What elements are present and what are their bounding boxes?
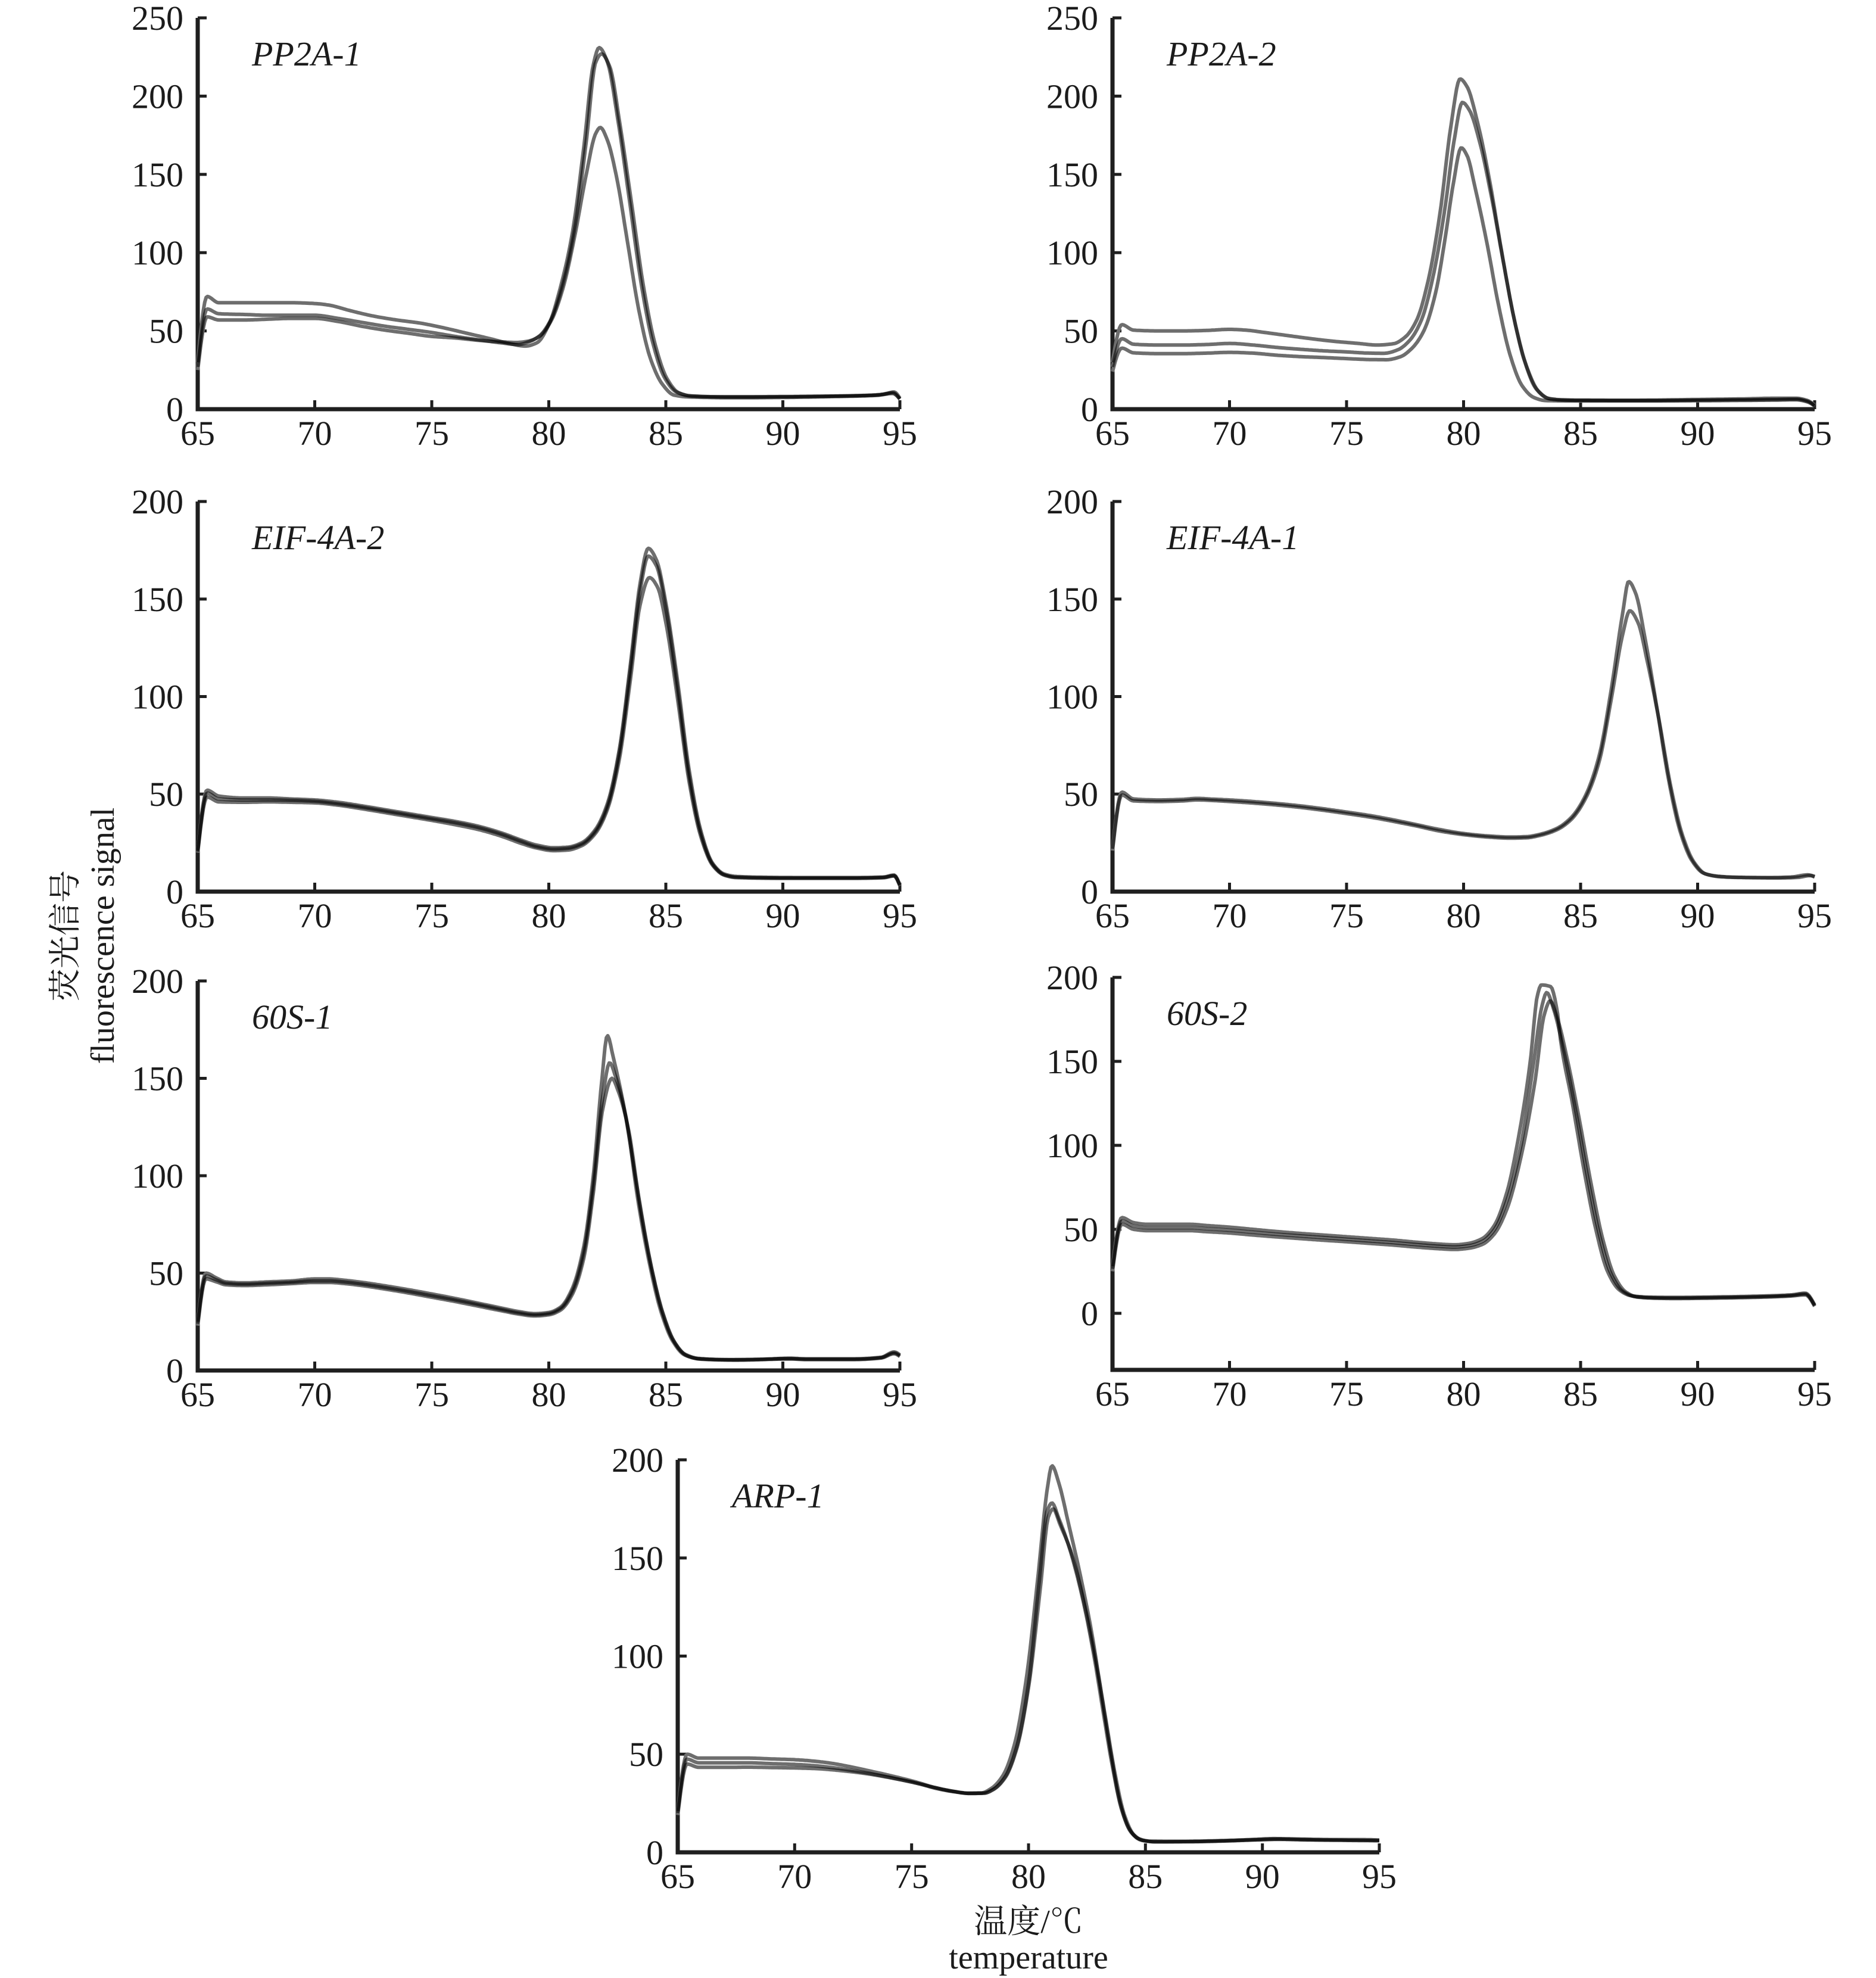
svg-text:200: 200 <box>1046 482 1098 521</box>
svg-text:95: 95 <box>1797 896 1832 935</box>
svg-text:0: 0 <box>166 390 183 429</box>
svg-text:60S-2: 60S-2 <box>1167 994 1247 1033</box>
svg-text:200: 200 <box>132 77 183 116</box>
svg-text:80: 80 <box>532 414 566 453</box>
svg-text:50: 50 <box>149 1254 183 1293</box>
svg-text:90: 90 <box>1681 1375 1715 1413</box>
svg-text:80: 80 <box>532 1375 566 1414</box>
svg-text:95: 95 <box>883 896 917 935</box>
svg-text:75: 75 <box>1329 414 1364 453</box>
svg-text:75: 75 <box>1329 1375 1364 1413</box>
svg-text:65: 65 <box>1095 1375 1130 1413</box>
svg-text:70: 70 <box>298 896 332 935</box>
svg-text:70: 70 <box>1213 1375 1247 1413</box>
svg-text:0: 0 <box>1081 1294 1098 1333</box>
svg-text:95: 95 <box>883 414 917 453</box>
svg-text:0: 0 <box>1081 390 1098 429</box>
svg-text:0: 0 <box>166 873 183 911</box>
svg-text:75: 75 <box>415 1375 449 1414</box>
svg-text:65: 65 <box>1095 896 1130 935</box>
svg-text:85: 85 <box>1563 414 1598 453</box>
svg-text:85: 85 <box>649 414 683 453</box>
svg-text:75: 75 <box>415 896 449 935</box>
svg-text:80: 80 <box>1447 414 1481 453</box>
svg-text:70: 70 <box>1213 414 1247 453</box>
svg-text:90: 90 <box>766 414 800 453</box>
svg-text:temperature: temperature <box>949 1939 1108 1976</box>
svg-text:90: 90 <box>1681 896 1715 935</box>
svg-text:150: 150 <box>132 1060 183 1098</box>
svg-text:90: 90 <box>766 896 800 935</box>
svg-text:150: 150 <box>1046 1042 1098 1081</box>
svg-text:80: 80 <box>532 896 566 935</box>
svg-text:80: 80 <box>1447 896 1481 935</box>
svg-text:150: 150 <box>1046 580 1098 619</box>
svg-text:90: 90 <box>1245 1857 1280 1896</box>
svg-text:150: 150 <box>132 155 183 194</box>
svg-text:100: 100 <box>1046 678 1098 717</box>
svg-text:65: 65 <box>180 1375 215 1414</box>
svg-text:100: 100 <box>612 1637 663 1676</box>
svg-text:200: 200 <box>1046 77 1098 116</box>
svg-text:90: 90 <box>1681 414 1715 453</box>
svg-text:EIF-4A-2: EIF-4A-2 <box>251 518 384 557</box>
svg-text:50: 50 <box>629 1735 663 1774</box>
svg-text:0: 0 <box>166 1351 183 1390</box>
svg-text:EIF-4A-1: EIF-4A-1 <box>1166 518 1299 557</box>
svg-text:50: 50 <box>149 312 183 351</box>
svg-text:fluorescence signal: fluorescence signal <box>85 808 121 1064</box>
svg-text:0: 0 <box>646 1833 663 1872</box>
svg-text:100: 100 <box>132 1157 183 1195</box>
svg-text:60S-1: 60S-1 <box>252 998 332 1036</box>
svg-text:65: 65 <box>1095 414 1130 453</box>
svg-text:95: 95 <box>1362 1857 1397 1896</box>
svg-text:90: 90 <box>766 1375 800 1414</box>
svg-text:200: 200 <box>1046 958 1098 997</box>
svg-text:95: 95 <box>1797 1375 1832 1413</box>
svg-text:100: 100 <box>132 678 183 717</box>
svg-text:70: 70 <box>777 1857 812 1896</box>
svg-text:75: 75 <box>895 1857 929 1896</box>
svg-text:50: 50 <box>1064 775 1098 814</box>
svg-text:65: 65 <box>180 896 215 935</box>
svg-text:70: 70 <box>298 1375 332 1414</box>
svg-text:200: 200 <box>612 1441 663 1479</box>
svg-text:150: 150 <box>612 1539 663 1578</box>
svg-text:250: 250 <box>132 0 183 38</box>
svg-text:150: 150 <box>132 580 183 619</box>
svg-text:95: 95 <box>1797 414 1832 453</box>
svg-text:70: 70 <box>1213 896 1247 935</box>
svg-text:50: 50 <box>149 775 183 814</box>
svg-text:200: 200 <box>132 482 183 521</box>
svg-text:0: 0 <box>1081 873 1098 911</box>
svg-text:85: 85 <box>1563 896 1598 935</box>
svg-text:80: 80 <box>1011 1857 1046 1896</box>
svg-text:85: 85 <box>1563 1375 1598 1413</box>
svg-text:PP2A-2: PP2A-2 <box>1166 35 1276 73</box>
svg-text:100: 100 <box>1046 233 1098 272</box>
svg-text:65: 65 <box>660 1857 695 1896</box>
svg-text:50: 50 <box>1064 312 1098 351</box>
svg-text:PP2A-1: PP2A-1 <box>251 35 362 73</box>
svg-text:/: / <box>1040 1904 1050 1940</box>
svg-text:150: 150 <box>1046 155 1098 194</box>
svg-text:100: 100 <box>1046 1126 1098 1165</box>
svg-text:85: 85 <box>1128 1857 1163 1896</box>
svg-text:75: 75 <box>1329 896 1364 935</box>
svg-text:100: 100 <box>132 233 183 272</box>
svg-text:ARP-1: ARP-1 <box>730 1477 824 1515</box>
svg-text:75: 75 <box>415 414 449 453</box>
svg-text:95: 95 <box>883 1375 917 1414</box>
svg-text:85: 85 <box>649 896 683 935</box>
svg-text:250: 250 <box>1046 0 1098 38</box>
svg-text:200: 200 <box>132 962 183 1001</box>
svg-text:80: 80 <box>1447 1375 1481 1413</box>
svg-text:85: 85 <box>649 1375 683 1414</box>
svg-text:70: 70 <box>298 414 332 453</box>
svg-text:50: 50 <box>1064 1210 1098 1249</box>
svg-text:65: 65 <box>180 414 215 453</box>
